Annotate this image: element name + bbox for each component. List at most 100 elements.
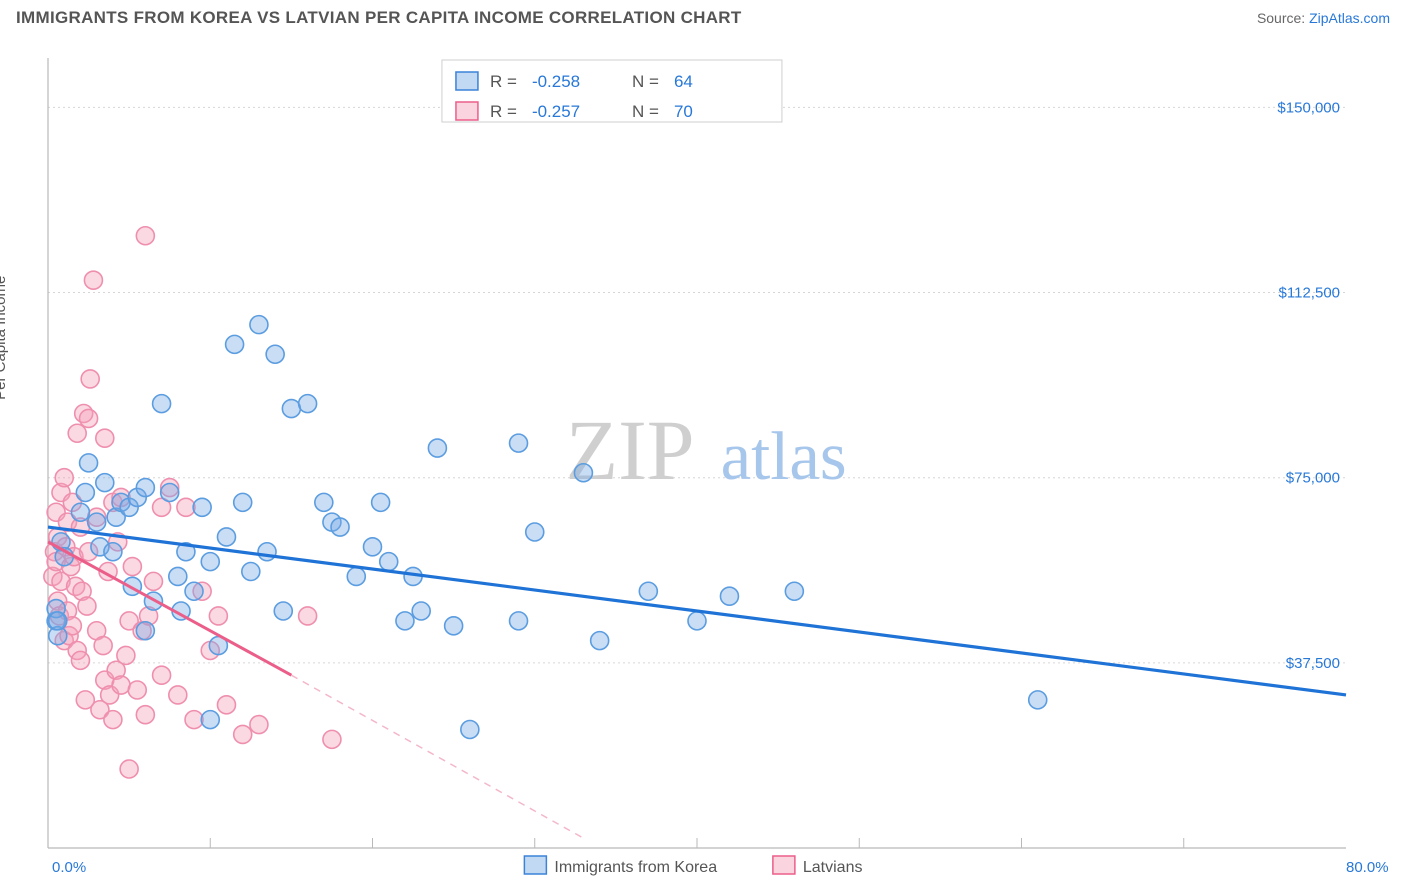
scatter-point	[84, 271, 102, 289]
scatter-point	[68, 424, 86, 442]
scatter-point	[217, 528, 235, 546]
scatter-point	[153, 666, 171, 684]
legend-r-label: R =	[490, 102, 517, 121]
legend-swatch	[456, 102, 478, 120]
scatter-point	[461, 721, 479, 739]
legend-n-value: 70	[674, 102, 693, 121]
legend-r-label: R =	[490, 72, 517, 91]
scatter-point	[161, 484, 179, 502]
scatter-point	[591, 632, 609, 650]
scatter-point	[136, 622, 154, 640]
scatter-point	[234, 725, 252, 743]
scatter-point	[412, 602, 430, 620]
scatter-point	[55, 469, 73, 487]
scatter-point	[185, 582, 203, 600]
scatter-point	[688, 612, 706, 630]
scatter-point	[250, 316, 268, 334]
scatter-point	[347, 567, 365, 585]
series-label: Immigrants from Korea	[554, 859, 717, 876]
y-tick-label: $112,500	[1279, 285, 1340, 302]
scatter-point	[104, 711, 122, 729]
scatter-point	[1029, 691, 1047, 709]
scatter-point	[372, 493, 390, 511]
scatter-point	[574, 464, 592, 482]
source-attribution: Source: ZipAtlas.com	[1257, 10, 1390, 26]
series-label: Latvians	[803, 859, 863, 876]
scatter-point	[785, 582, 803, 600]
legend-n-value: 64	[674, 72, 693, 91]
scatter-point	[258, 543, 276, 561]
scatter-point	[128, 681, 146, 699]
page-title: IMMIGRANTS FROM KOREA VS LATVIAN PER CAP…	[16, 8, 742, 28]
scatter-point	[169, 686, 187, 704]
svg-text:atlas: atlas	[721, 418, 847, 494]
y-tick-label: $75,000	[1286, 470, 1340, 487]
correlation-chart: $37,500 $75,000 $112,500 $150,000 ZIP atlas 0.…	[16, 42, 1390, 882]
scatter-point	[136, 479, 154, 497]
scatter-point	[720, 587, 738, 605]
scatter-point	[76, 484, 94, 502]
scatter-point	[80, 454, 98, 472]
scatter-point	[234, 493, 252, 511]
y-tick-label: $150,000	[1277, 99, 1340, 116]
scatter-point	[226, 335, 244, 353]
scatter-point	[510, 434, 528, 452]
scatter-point	[136, 706, 154, 724]
source-link[interactable]: ZipAtlas.com	[1309, 10, 1390, 26]
scatter-point	[315, 493, 333, 511]
y-tick-label: $37,500	[1286, 655, 1340, 672]
scatter-point	[299, 607, 317, 625]
scatter-point	[250, 716, 268, 734]
legend-n-label: N =	[632, 102, 659, 121]
scatter-point	[396, 612, 414, 630]
scatter-point	[201, 553, 219, 571]
scatter-point	[639, 582, 657, 600]
series-swatch	[773, 856, 795, 874]
scatter-point	[380, 553, 398, 571]
scatter-point	[104, 543, 122, 561]
scatter-point	[94, 637, 112, 655]
scatter-point	[201, 711, 219, 729]
scatter-point	[364, 538, 382, 556]
scatter-point	[242, 563, 260, 581]
scatter-point	[120, 760, 138, 778]
legend-n-label: N =	[632, 72, 659, 91]
scatter-point	[49, 612, 67, 630]
scatter-point	[71, 503, 89, 521]
scatter-point	[144, 572, 162, 590]
trend-line-pink-dashed	[291, 675, 583, 838]
scatter-point	[510, 612, 528, 630]
legend-swatch	[456, 72, 478, 90]
scatter-point	[445, 617, 463, 635]
scatter-point	[136, 227, 154, 245]
source-label: Source:	[1257, 10, 1305, 26]
scatter-point	[71, 651, 89, 669]
scatter-point	[331, 518, 349, 536]
svg-text:ZIP: ZIP	[566, 402, 695, 498]
scatter-point	[299, 395, 317, 413]
scatter-point	[177, 498, 195, 516]
scatter-point	[193, 498, 211, 516]
scatter-point	[96, 429, 114, 447]
x-max-label: 80.0%	[1346, 859, 1389, 876]
watermark: ZIP atlas	[566, 402, 847, 498]
scatter-point	[78, 597, 96, 615]
scatter-point	[80, 409, 98, 427]
scatter-point	[112, 676, 130, 694]
legend-r-value: -0.258	[532, 72, 580, 91]
scatter-point	[282, 400, 300, 418]
scatter-point	[169, 567, 187, 585]
scatter-point	[185, 711, 203, 729]
scatter-point	[323, 730, 341, 748]
scatter-point	[217, 696, 235, 714]
scatter-point	[209, 607, 227, 625]
scatter-point	[117, 646, 135, 664]
scatter-point	[153, 395, 171, 413]
x-min-label: 0.0%	[52, 859, 86, 876]
scatter-point	[96, 474, 114, 492]
y-axis-label: Per Capita Income	[0, 276, 9, 400]
scatter-point	[266, 345, 284, 363]
series-swatch	[524, 856, 546, 874]
scatter-point	[526, 523, 544, 541]
scatter-point	[88, 513, 106, 531]
